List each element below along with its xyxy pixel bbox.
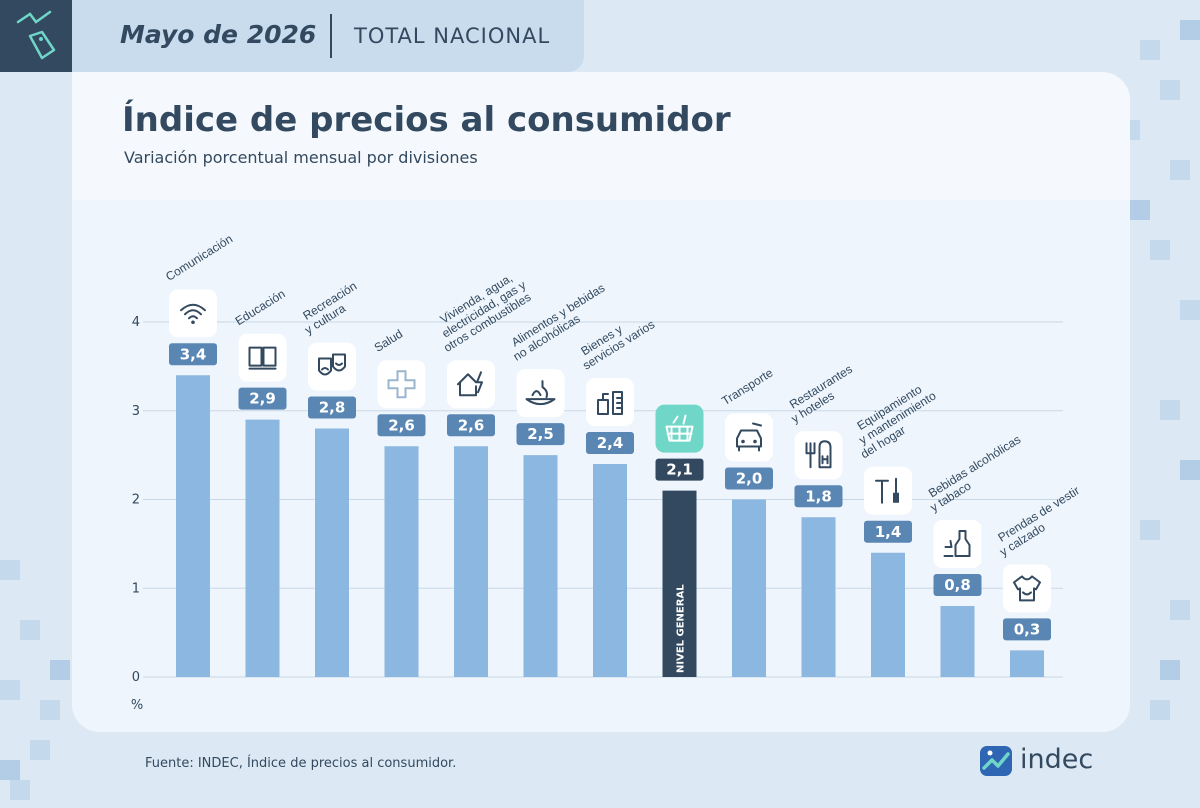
bottle-icon [933, 520, 982, 568]
value-label-text: 0,8 [944, 576, 971, 594]
medical-cross-icon [377, 360, 426, 409]
value-label-text: 0,3 [1014, 620, 1041, 638]
value-label-text: 2,9 [249, 390, 276, 408]
value-label-text: 2,1 [666, 461, 693, 479]
category-label: NIVEL GENERAL [676, 584, 687, 673]
value-label: 2,4 [586, 432, 634, 454]
value-label-text: 2,0 [736, 470, 763, 488]
value-label-text: 3,4 [180, 345, 207, 363]
indec-logo-text: indec [1020, 744, 1094, 775]
header-date: Mayo de 2026 [120, 20, 317, 49]
value-label-text: 2,5 [527, 425, 554, 443]
category-label: Salud [372, 327, 405, 355]
tools-icon [864, 466, 912, 515]
value-label-text: 2,6 [458, 416, 485, 434]
bar [523, 455, 558, 677]
value-label: 0,8 [933, 574, 982, 596]
value-label-text: 2,4 [597, 434, 624, 452]
price-tag-icon [16, 10, 56, 60]
y-tick-label: 0 [132, 670, 140, 685]
bar [315, 428, 349, 677]
tshirt-icon [1003, 564, 1051, 613]
value-label: 2,6 [377, 414, 426, 437]
bar [801, 517, 836, 677]
y-tick-label: 2 [132, 493, 140, 508]
value-label: 0,3 [1003, 618, 1051, 641]
car-icon [725, 413, 773, 462]
shopping-basket-icon [655, 404, 704, 453]
chart-title: Índice de precios al consumidor [122, 100, 731, 140]
category-label: Recreacióny cultura [295, 279, 366, 337]
category-label: Equipamientoy mantenimientodel hogar [844, 377, 945, 461]
bar [732, 499, 766, 677]
value-label: 3,4 [169, 343, 217, 366]
bar [245, 419, 280, 677]
value-label: 2,6 [447, 414, 495, 437]
y-tick-label: 3 [132, 404, 140, 419]
bar [454, 446, 488, 677]
bar [662, 490, 697, 677]
value-label: 2,1 [655, 458, 704, 481]
house-energy-icon [447, 360, 495, 409]
bar [593, 464, 627, 677]
category-label: Bienes yservicios varios [573, 306, 657, 372]
category-label: Comunicación [163, 232, 235, 284]
value-label-text: 1,4 [875, 523, 902, 541]
value-label-text: 1,8 [805, 487, 832, 505]
book-icon [238, 333, 287, 382]
category-label: Bebidas alcohólicasy tabaco [921, 432, 1030, 514]
toiletries-icon [586, 378, 634, 426]
value-label-text: 2,6 [388, 416, 415, 434]
value-label: 2,8 [308, 396, 356, 419]
y-axis-label: % [131, 698, 143, 713]
chart-subtitle: Variación porcentual mensual por divisio… [124, 148, 478, 167]
value-label: 1,4 [864, 520, 912, 543]
bar [384, 446, 419, 677]
bar [176, 375, 210, 677]
value-label: 2,0 [725, 467, 773, 490]
indec-logo-icon [980, 746, 1012, 776]
tag-logo-tile [0, 0, 72, 72]
header-band [72, 0, 584, 72]
bar [871, 552, 905, 677]
category-label: Prendas de vestiry calzado [990, 483, 1089, 559]
value-label: 2,5 [516, 423, 565, 446]
bar [1010, 650, 1044, 677]
header-separator [330, 14, 332, 58]
wifi-icon [169, 289, 217, 338]
category-label: Transporte [719, 365, 776, 408]
y-tick-label: 1 [132, 581, 140, 596]
fork-hotel-icon [794, 431, 843, 480]
theater-masks-icon [308, 342, 356, 391]
food-basket-icon [516, 369, 565, 418]
y-tick-label: 4 [132, 315, 140, 330]
value-label: 1,8 [794, 485, 843, 508]
header-scope: TOTAL NACIONAL [354, 24, 551, 48]
bar [940, 606, 975, 677]
category-label: Restaurantesy hoteles [782, 362, 862, 426]
source-note: Fuente: INDEC, Índice de precios al cons… [145, 756, 457, 771]
value-label-text: 2,8 [319, 399, 346, 417]
value-label: 2,9 [238, 387, 287, 410]
